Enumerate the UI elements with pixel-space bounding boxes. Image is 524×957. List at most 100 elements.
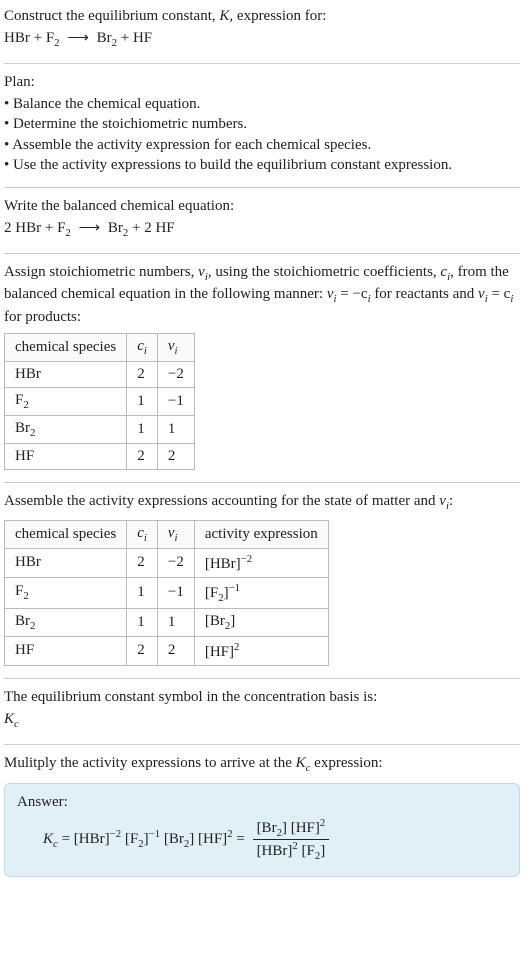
- eq-lhs2-sub: 2: [54, 37, 59, 49]
- bal-c4: 2 HF: [144, 220, 174, 236]
- plan-item: Determine the stoichiometric numbers.: [4, 114, 520, 134]
- cell-species: HF: [5, 444, 127, 470]
- answer-box: Answer: Kc = [HBr]−2 [F2]−1 [Br2] [HF]2 …: [4, 783, 520, 877]
- cell-ci: 2: [127, 636, 158, 665]
- divider: [4, 253, 520, 254]
- assign-rel2-csub: i: [510, 293, 513, 305]
- cell-ci: 1: [127, 388, 158, 416]
- cell-species: F2: [5, 577, 127, 608]
- answer-t2-exp: −1: [149, 828, 161, 840]
- divider: [4, 482, 520, 483]
- answer-fraction: [Br2] [HF]2 [HBr]2 [F2]: [253, 817, 330, 862]
- eq-rhs1-sub: 2: [112, 37, 117, 49]
- answer-t2-pre: [F: [125, 831, 138, 847]
- stoich-table-1: chemical species ci νi HBr 2 −2 F2 1 −1 …: [4, 333, 195, 470]
- cell-species: F2: [5, 388, 127, 416]
- eq-rhs2: HF: [133, 30, 152, 46]
- kc-basis-line: The equilibrium constant symbol in the c…: [4, 687, 520, 707]
- cell-vi: −2: [157, 362, 194, 388]
- assemble-post: :: [449, 493, 453, 509]
- intro-line: Construct the equilibrium constant, K, e…: [4, 6, 520, 26]
- table-header-row: chemical species ci νi: [5, 334, 195, 362]
- table-row: Br2 1 1 [Br2]: [5, 608, 329, 636]
- kc-symbol: Kc: [4, 709, 520, 732]
- plan-item: Balance the chemical equation.: [4, 94, 520, 114]
- table-header-row: chemical species ci νi activity expressi…: [5, 520, 329, 548]
- answer-eq2: =: [233, 831, 249, 847]
- table-row: HBr 2 −2 [HBr]−2: [5, 548, 329, 577]
- eq-rhs1: Br: [97, 30, 112, 46]
- plan-item: Use the activity expressions to build th…: [4, 155, 520, 175]
- intro-equation: HBr + F2 ⟶ Br2 + HF: [4, 28, 520, 51]
- assign-mid1: , using the stoichiometric coefficients,: [208, 264, 441, 280]
- table-row: HF 2 2 [HF]2: [5, 636, 329, 665]
- answer-t3-pre: [Br: [164, 831, 184, 847]
- cell-species: Br2: [5, 416, 127, 444]
- table-row: F2 1 −1 [F2]−1: [5, 577, 329, 608]
- assign-rel2-eq: = c: [488, 286, 511, 302]
- eq-lhs2: F: [46, 30, 54, 46]
- balanced-equation: 2 HBr + F2 ⟶ Br2 + 2 HF: [4, 218, 520, 241]
- cell-species: HBr: [5, 362, 127, 388]
- stoich-table-2: chemical species ci νi activity expressi…: [4, 520, 329, 666]
- answer-eq1: =: [58, 831, 74, 847]
- assign-text: Assign stoichiometric numbers, ν i , using…: [4, 262, 520, 327]
- bal-c3: Br: [108, 220, 123, 236]
- cell-vi: 2: [157, 444, 194, 470]
- col-ci: ci: [127, 334, 158, 362]
- cell-ci: 2: [127, 362, 158, 388]
- cell-species: Br2: [5, 608, 127, 636]
- divider: [4, 187, 520, 188]
- bal-c2-sub: 2: [65, 227, 70, 239]
- reaction-arrow-icon: ⟶: [63, 28, 93, 48]
- multiply-K: K: [296, 755, 306, 771]
- assign-v: ν: [198, 264, 205, 280]
- assign-rel1-eq: = −c: [336, 286, 367, 302]
- cell-vi: −1: [157, 388, 194, 416]
- fraction-denominator: [HBr]2 [F2]: [253, 839, 330, 862]
- cell-species: HBr: [5, 548, 127, 577]
- answer-expression: Kc = [HBr]−2 [F2]−1 [Br2] [HF]2 = [Br2] …: [17, 817, 507, 862]
- divider: [4, 63, 520, 64]
- reaction-arrow-icon: ⟶: [75, 218, 105, 238]
- answer-t1-exp: −2: [110, 828, 122, 840]
- table-row: HF 2 2: [5, 444, 195, 470]
- plan-list: Balance the chemical equation. Determine…: [4, 94, 520, 175]
- assign-rel2: ν: [478, 286, 485, 302]
- cell-vi: −2: [157, 548, 194, 577]
- divider: [4, 678, 520, 679]
- assemble-v: ν: [439, 493, 446, 509]
- balanced-heading: Write the balanced chemical equation:: [4, 196, 520, 216]
- cell-vi: 1: [157, 608, 194, 636]
- eq-lhs1: HBr: [4, 30, 30, 46]
- plan-heading: Plan:: [4, 72, 520, 92]
- table-row: F2 1 −1: [5, 388, 195, 416]
- assemble-text: Assemble the activity expressions accoun…: [4, 491, 520, 514]
- answer-t4: [HF]: [198, 831, 227, 847]
- cell-activity: [HBr]−2: [194, 548, 328, 577]
- assign-rel1-post: for reactants and: [371, 286, 478, 302]
- col-species: chemical species: [5, 334, 127, 362]
- cell-vi: 2: [157, 636, 194, 665]
- col-species: chemical species: [5, 520, 127, 548]
- table-row: HBr 2 −2: [5, 362, 195, 388]
- col-ci: ci: [127, 520, 158, 548]
- cell-ci: 1: [127, 577, 158, 608]
- col-vi: νi: [157, 334, 194, 362]
- answer-lhs-K: K: [43, 831, 53, 847]
- col-activity: activity expression: [194, 520, 328, 548]
- cell-ci: 2: [127, 444, 158, 470]
- assemble-pre: Assemble the activity expressions accoun…: [4, 493, 439, 509]
- answer-t1: [HBr]: [74, 831, 110, 847]
- plan-item: Assemble the activity expression for eac…: [4, 135, 520, 155]
- cell-activity: [F2]−1: [194, 577, 328, 608]
- intro-pre: Construct the equilibrium constant,: [4, 8, 219, 24]
- bal-c1: 2 HBr: [4, 220, 41, 236]
- assign-rel2-post: for products:: [4, 309, 81, 325]
- cell-species: HF: [5, 636, 127, 665]
- intro-post: , expression for:: [229, 8, 326, 24]
- multiply-post: expression:: [310, 755, 382, 771]
- assign-pre: Assign stoichiometric numbers,: [4, 264, 198, 280]
- cell-vi: −1: [157, 577, 194, 608]
- cell-activity: [HF]2: [194, 636, 328, 665]
